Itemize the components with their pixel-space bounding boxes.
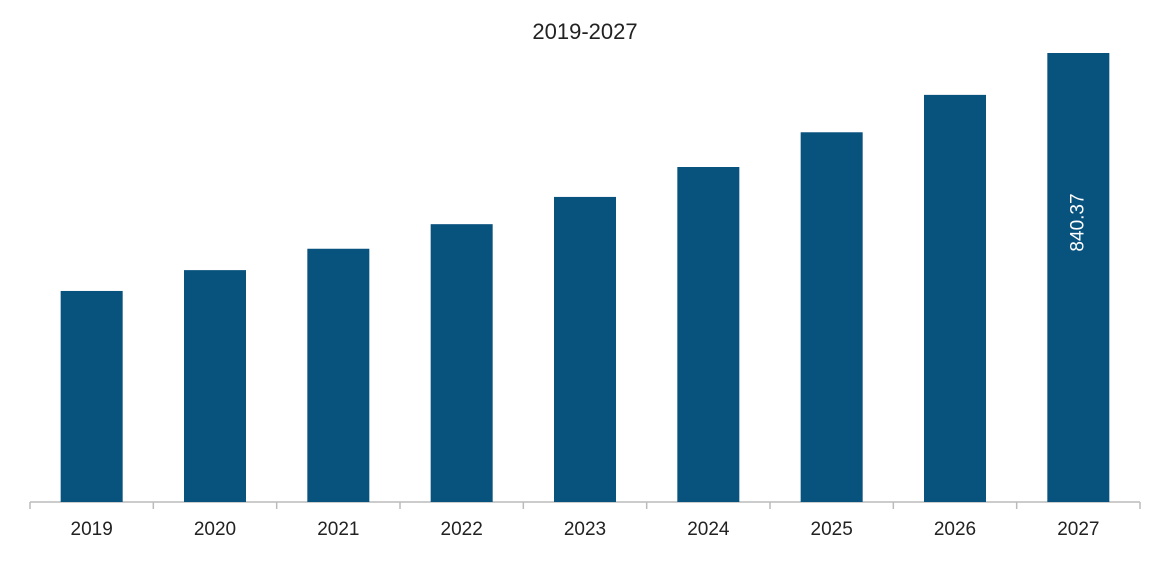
value-label: 840.37 <box>1067 193 1088 251</box>
bar <box>1047 53 1110 502</box>
x-tick-label: 2024 <box>687 519 730 540</box>
bar <box>677 167 740 502</box>
chart-title: 2019-2027 <box>532 19 637 44</box>
bar <box>307 248 370 502</box>
x-tick-label: 2020 <box>194 519 236 540</box>
x-tick-label: 2026 <box>934 519 976 540</box>
bar <box>554 196 616 503</box>
bar <box>184 270 246 502</box>
x-tick-label: 2027 <box>1057 519 1099 540</box>
x-tick-label: 2021 <box>317 519 359 540</box>
x-tick-label: 2019 <box>71 519 113 540</box>
x-tick-label: 2023 <box>564 519 606 540</box>
bar <box>800 132 863 502</box>
bar <box>924 94 986 502</box>
x-tick-label: 2022 <box>441 519 483 540</box>
x-tick-label: 2025 <box>811 519 853 540</box>
bar <box>60 290 123 502</box>
bar <box>430 224 493 503</box>
